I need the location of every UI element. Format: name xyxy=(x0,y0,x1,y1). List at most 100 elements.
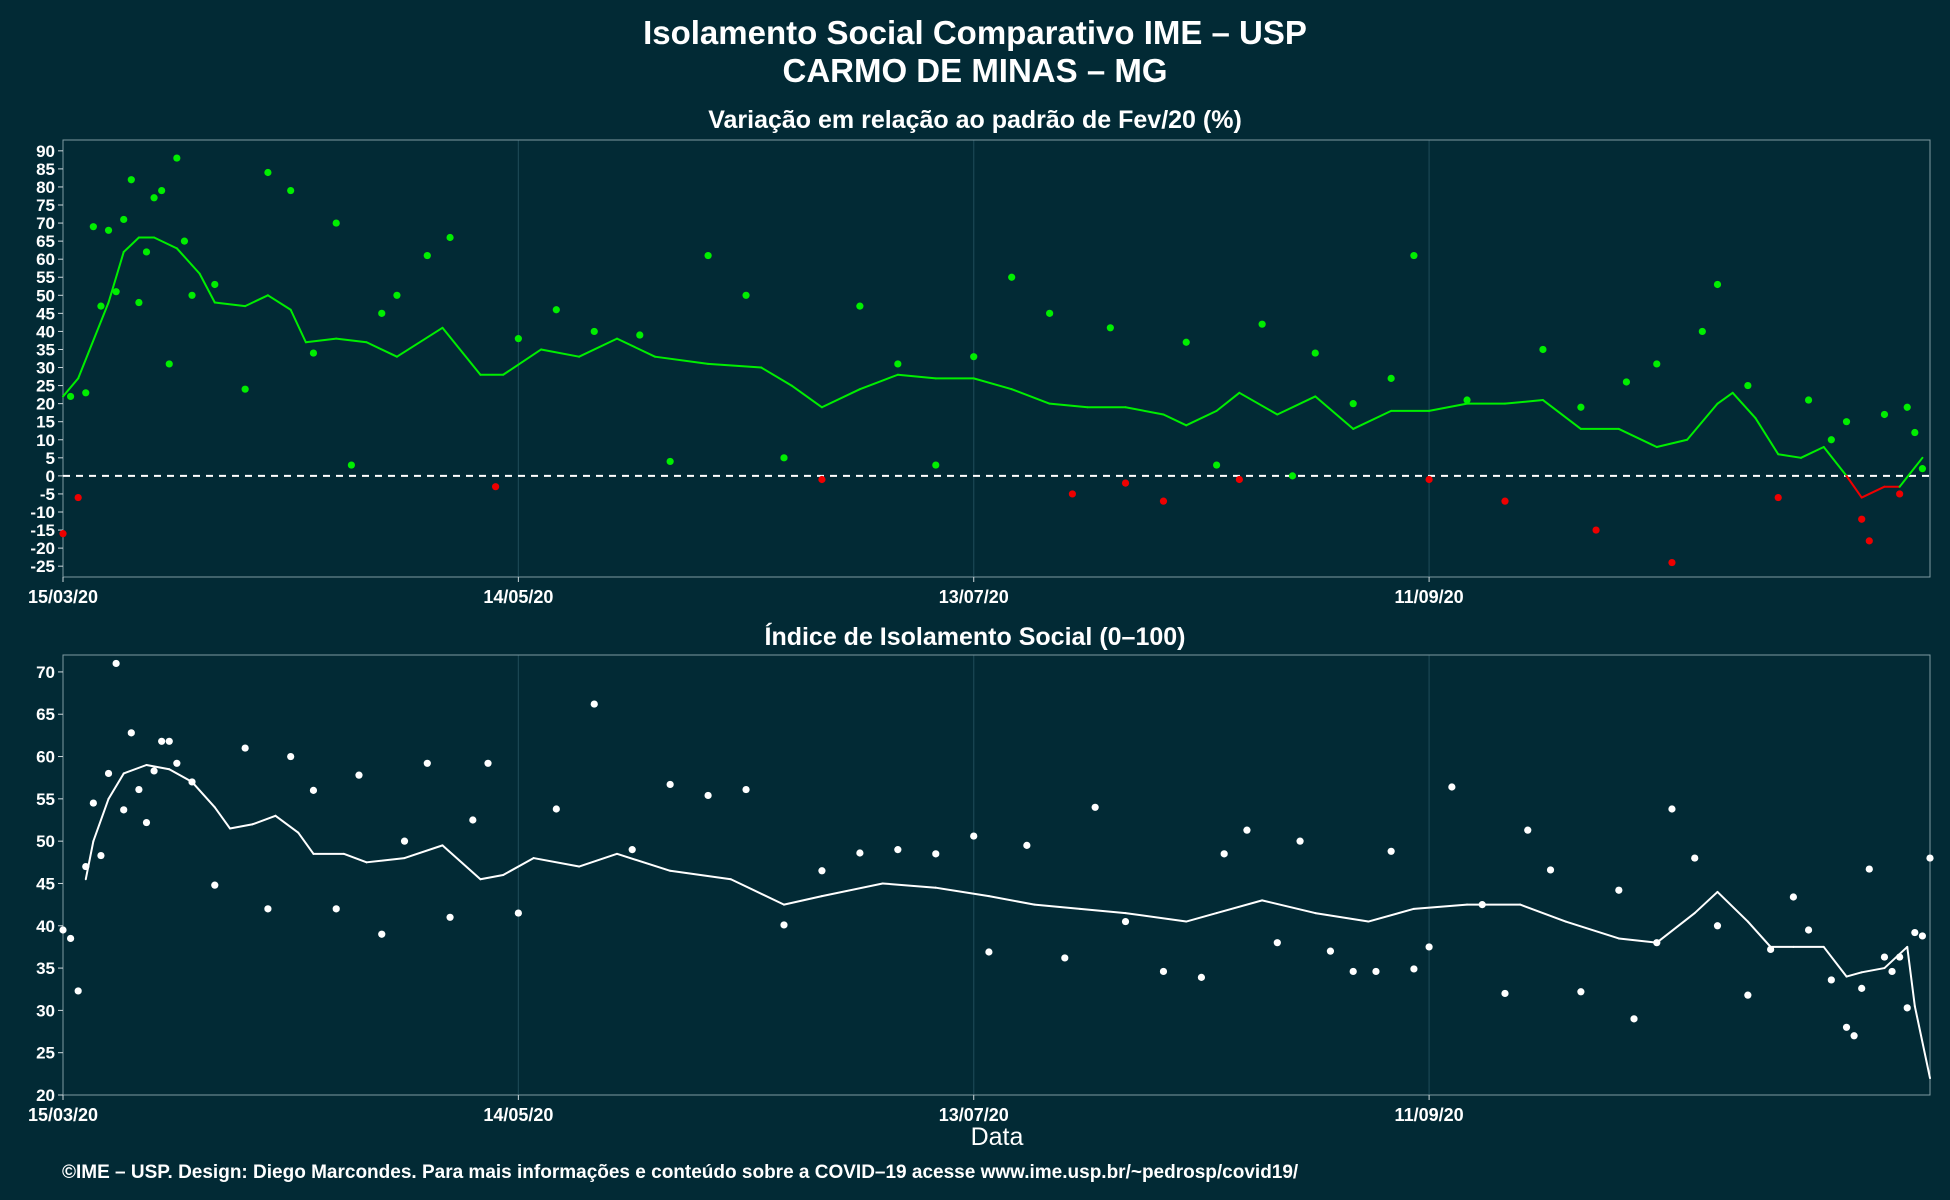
data-point xyxy=(150,767,158,775)
moving-average-segment xyxy=(92,797,110,843)
data-point xyxy=(287,752,295,761)
moving-average-segment xyxy=(198,272,216,304)
data-point xyxy=(423,759,431,767)
moving-average-segment xyxy=(1617,427,1658,448)
moving-average-segment xyxy=(1314,395,1355,430)
moving-average-segment xyxy=(365,341,398,358)
moving-average-segment xyxy=(616,337,656,358)
y-tick-label: 40 xyxy=(36,322,55,341)
data-point xyxy=(423,251,431,260)
data-point xyxy=(1744,991,1752,999)
data-point xyxy=(1046,309,1054,317)
moving-average-segment xyxy=(987,895,1036,906)
data-point xyxy=(188,291,196,299)
moving-average-segment xyxy=(782,895,823,906)
data-point xyxy=(59,530,67,538)
plot-frame xyxy=(62,654,1931,1096)
moving-average-segment xyxy=(274,814,300,834)
moving-average-segment xyxy=(1314,912,1370,923)
moving-average-segment xyxy=(502,857,535,876)
data-point xyxy=(97,851,105,860)
data-point xyxy=(1713,280,1722,289)
moving-average-segment xyxy=(1124,406,1165,416)
data-point xyxy=(970,832,978,840)
data-point xyxy=(514,909,522,917)
data-point xyxy=(120,215,128,224)
data-point xyxy=(1668,805,1676,813)
data-point xyxy=(104,226,113,234)
data-point xyxy=(1372,967,1380,976)
moving-average-segment xyxy=(1746,920,1772,948)
moving-average-segment xyxy=(1693,890,1719,915)
y-tick-label: 60 xyxy=(36,250,55,269)
data-point xyxy=(1903,1004,1911,1012)
data-point xyxy=(1501,497,1509,505)
data-point xyxy=(1842,418,1851,426)
moving-average-segment xyxy=(342,852,368,864)
y-tick-label: 45 xyxy=(36,874,55,893)
data-point xyxy=(1842,1023,1851,1031)
x-tick-label: 11/09/20 xyxy=(1395,1105,1464,1125)
data-point xyxy=(142,248,151,256)
data-point xyxy=(347,461,355,469)
data-point xyxy=(1501,989,1509,998)
data-point xyxy=(1425,475,1433,484)
data-point xyxy=(241,385,249,393)
data-point xyxy=(1926,854,1934,862)
moving-average-segment xyxy=(820,882,884,898)
y-tick-label: 60 xyxy=(36,748,55,767)
x-tick-label: 11/09/20 xyxy=(1395,587,1464,607)
data-point xyxy=(1387,847,1395,855)
data-point xyxy=(1858,984,1866,992)
data-point xyxy=(1258,320,1266,328)
data-point xyxy=(188,778,196,786)
moving-average-segment xyxy=(1124,912,1188,923)
data-point xyxy=(127,176,135,184)
data-point xyxy=(127,729,135,737)
data-point xyxy=(1918,932,1927,940)
moving-average-segment xyxy=(213,301,247,308)
data-point xyxy=(1888,967,1896,976)
data-point xyxy=(628,846,636,854)
x-tick-label: 14/05/20 xyxy=(483,587,553,607)
data-point xyxy=(120,806,128,814)
data-point xyxy=(97,302,105,310)
moving-average-segment xyxy=(1860,485,1886,499)
moving-average-segment xyxy=(122,236,140,253)
moving-average-segment xyxy=(122,764,148,775)
data-point xyxy=(393,291,401,299)
moving-average-segment xyxy=(1261,899,1317,915)
data-point xyxy=(1858,515,1866,523)
moving-average-segment xyxy=(532,857,581,868)
data-point xyxy=(1577,988,1585,996)
moving-average-segment xyxy=(1352,409,1393,430)
data-point xyxy=(704,791,712,800)
data-point xyxy=(1827,436,1835,444)
moving-average-segment xyxy=(62,377,80,398)
moving-average-segment xyxy=(881,882,937,889)
moving-average-segment xyxy=(502,348,543,376)
y-tick-label: -25 xyxy=(30,557,55,576)
moving-average-segment xyxy=(1078,907,1127,915)
data-point xyxy=(1061,954,1069,962)
moving-average-segment xyxy=(1215,899,1264,915)
data-point xyxy=(1880,410,1889,419)
moving-average-segment xyxy=(1564,920,1620,940)
data-point xyxy=(1091,803,1099,811)
bottom-panel-title: Índice de Isolamento Social (0–100) xyxy=(765,622,1186,651)
y-tick-label: -5 xyxy=(40,485,55,504)
y-tick-label: 15 xyxy=(36,413,55,432)
data-point xyxy=(985,948,993,956)
data-point xyxy=(1220,850,1228,858)
data-point xyxy=(241,744,249,752)
y-tick-label: 50 xyxy=(36,286,55,305)
moving-average-segment xyxy=(1716,890,1749,923)
moving-average-segment xyxy=(1655,912,1696,944)
data-point xyxy=(1911,428,1919,437)
moving-average-segment xyxy=(1238,391,1279,416)
moving-average-segment xyxy=(1731,391,1757,420)
moving-average-segment xyxy=(228,823,254,830)
data-point xyxy=(1804,396,1813,404)
moving-average-segment xyxy=(669,869,732,881)
